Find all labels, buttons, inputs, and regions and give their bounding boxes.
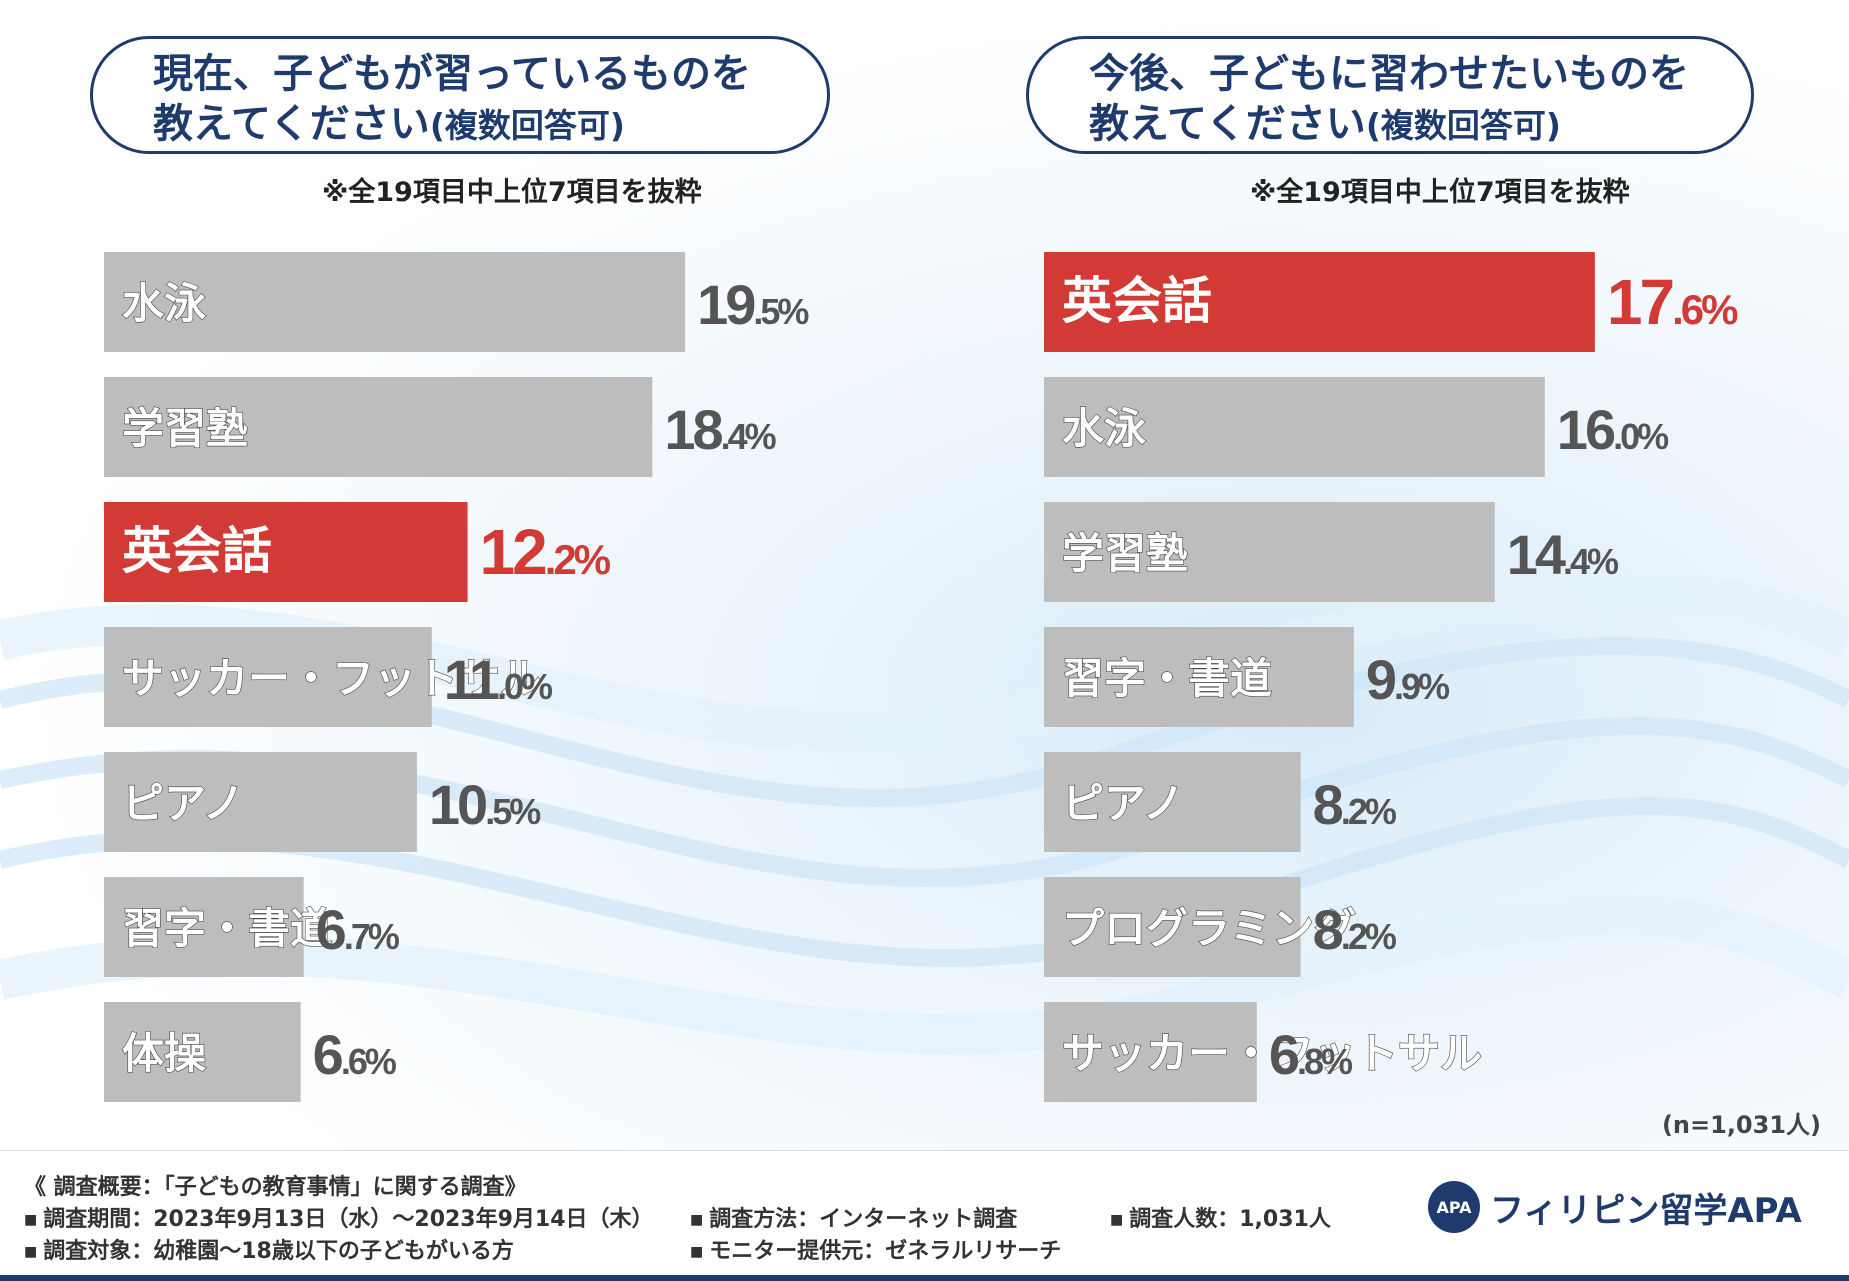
survey-method: ■ 調査方法：インターネット調査 [690,1201,1017,1233]
survey-summary: 《 調査概要：「子どもの教育事情」に関する調査》 [24,1175,527,1200]
category-label-6: サッカー・フットサル [1062,1029,1482,1078]
question-line-2: 教えてください(複数回答可) [1089,99,1751,151]
value-label-2: 14.4% [1507,523,1619,586]
question-suffix: (複数回答可) [1365,106,1561,145]
logo-mark-icon: APA [1428,1181,1480,1233]
category-label-4: ピアノ [122,779,244,828]
bullet-icon: ■ [690,1212,704,1228]
survey-period-text: 調査期間：2023年9月13日（水）～2023年9月14日（木） [43,1207,654,1232]
bar-3 [104,627,432,727]
value-label-0: 19.5% [697,273,809,336]
bullet-icon: ■ [24,1244,38,1260]
value-label-6: 6.8% [1269,1023,1353,1086]
question-line-2-text: 教えてください [153,101,430,147]
category-label-2: 学習塾 [1062,529,1188,578]
category-label-4: ピアノ [1062,779,1184,828]
bar-1 [104,377,653,477]
panel-future: 今後、子どもに習わせたいものを 教えてください(複数回答可) ※全19項目中上位… [924,0,1848,1150]
bar-2 [1044,502,1495,602]
value-label-1: 18.4% [664,398,776,461]
value-label-4: 10.5% [429,773,541,836]
value-label-2: 12.2% [480,516,611,588]
bullet-icon: ■ [1110,1212,1124,1228]
bottom-rule [0,1275,1849,1281]
logo: APA フィリピン留学APA [1428,1181,1802,1233]
question-line-2: 教えてください(複数回答可) [153,99,827,151]
survey-provider-text: モニター提供元：ゼネラルリサーチ [709,1239,1062,1264]
panel-current: 現在、子どもが習っているものを 教えてください(複数回答可) ※全19項目中上位… [0,0,924,1150]
value-label-5: 6.7% [316,898,400,961]
survey-count-text: 調査人数：1,031人 [1129,1207,1331,1232]
survey-target-text: 調査対象：幼稚園～18歳以下の子どもがいる方 [43,1239,514,1264]
note-current: ※全19項目中上位7項目を抜粋 [322,177,702,208]
question-box-future: 今後、子どもに習わせたいものを 教えてください(複数回答可) [1026,36,1754,154]
bar-1 [1044,377,1545,477]
category-label-3: サッカー・フットサル [122,654,542,703]
category-label-5: 習字・書道 [122,904,332,953]
value-label-4: 8.2% [1313,773,1397,836]
category-label-1: 水泳 [1062,404,1146,453]
bar-4 [1044,752,1301,852]
category-label-3: 習字・書道 [1062,654,1272,703]
category-label-5: プログラミング [1062,904,1356,953]
question-line-1: 現在、子どもが習っているものを [153,51,751,97]
bar-2 [104,502,468,602]
bullet-icon: ■ [24,1212,38,1228]
value-label-5: 8.2% [1313,898,1397,961]
category-label-6: 体操 [122,1029,206,1078]
bar-0 [104,252,686,352]
value-label-3: 11.0% [444,648,553,711]
category-label-1: 学習塾 [122,404,248,453]
sample-size: (n=1,031人) [1661,1111,1821,1139]
bar-6 [104,1002,301,1102]
bar-5 [1044,877,1301,977]
logo-name: フィリピン留学APA [1490,1190,1802,1231]
question-line-1: 今後、子どもに習わせたいものを [1089,51,1689,97]
category-label-0: 英会話 [1062,272,1212,330]
survey-period: ■ 調査期間：2023年9月13日（水）～2023年9月14日（木） [24,1201,654,1233]
value-label-6: 6.6% [313,1023,397,1086]
question-line-2-text: 教えてください [1089,101,1366,147]
bar-0 [1044,252,1595,352]
survey-method-text: 調査方法：インターネット調査 [709,1207,1018,1232]
bullet-icon: ■ [690,1244,704,1260]
survey-provider: ■ モニター提供元：ゼネラルリサーチ [690,1233,1061,1265]
survey-count: ■ 調査人数：1,031人 [1110,1201,1331,1233]
bar-4 [104,752,417,852]
category-label-0: 水泳 [122,279,206,328]
bar-5 [104,877,304,977]
value-label-3: 9.9% [1366,648,1450,711]
bar-3 [1044,627,1354,727]
value-label-1: 16.0% [1557,398,1669,461]
bar-6 [1044,1002,1257,1102]
category-label-2: 英会話 [122,522,272,580]
chart-future: 英会話 17.6%水泳 16.0%学習塾 14.4%習字・書道 9.9%ピアノ 8.2%プ… [1044,252,1741,1102]
footer: 《 調査概要：「子どもの教育事情」に関する調査》 ■ 調査期間：2023年9月13… [0,1150,1849,1281]
question-box-current: 現在、子どもが習っているものを 教えてください(複数回答可) [90,36,830,154]
value-label-0: 17.6% [1607,266,1738,338]
note-future: ※全19項目中上位7項目を抜粋 [1250,177,1630,208]
question-suffix: (複数回答可) [429,106,625,145]
survey-target: ■ 調査対象：幼稚園～18歳以下の子どもがいる方 [24,1233,514,1265]
